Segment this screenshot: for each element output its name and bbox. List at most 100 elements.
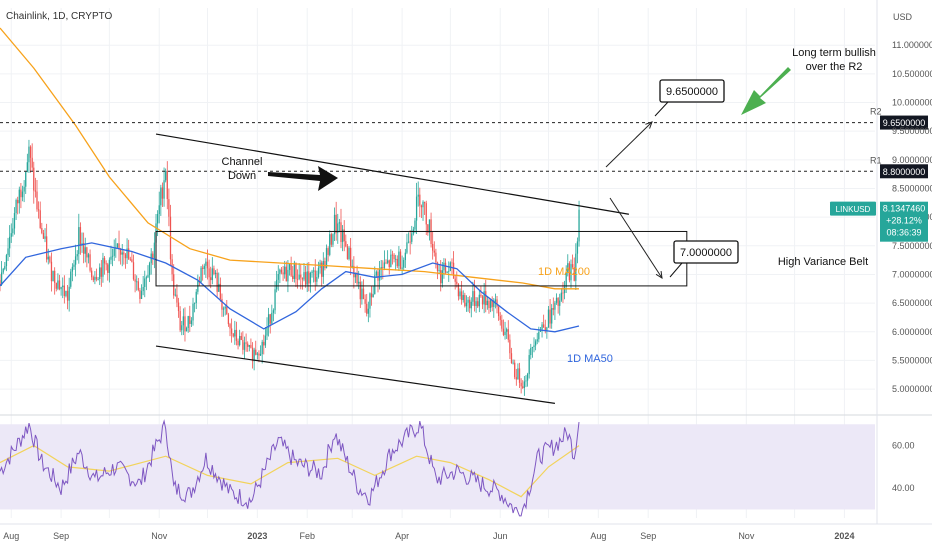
candle-body — [10, 233, 12, 237]
candle-body — [399, 251, 402, 269]
candle-body — [250, 345, 252, 348]
candle-body — [301, 277, 304, 280]
candle-body — [361, 288, 363, 300]
price-tick-label: 10.5000000 — [892, 69, 932, 79]
candle-body — [375, 271, 378, 276]
candle-body — [36, 191, 38, 210]
candle-body — [366, 303, 368, 314]
level-label-r1: R1 — [870, 155, 882, 165]
ma50-label: 1D MA50 — [567, 353, 613, 365]
candle-body — [219, 283, 222, 299]
candle-body — [292, 275, 294, 280]
candle-body — [356, 272, 358, 284]
candle-body — [234, 329, 236, 337]
candle-body — [506, 329, 508, 332]
candle-body — [543, 324, 545, 328]
target-9-65-text: 9.6500000 — [666, 86, 718, 98]
candle-body — [419, 194, 421, 206]
candle-body — [481, 296, 484, 305]
date-tick-label: 2023 — [247, 531, 267, 541]
candle-body — [351, 265, 353, 267]
candle-body — [428, 219, 431, 233]
candle-body — [261, 341, 263, 354]
candle-body — [377, 271, 379, 281]
candle-body — [174, 294, 176, 296]
candle-body — [504, 331, 506, 335]
candle-body — [417, 194, 419, 197]
channel-lower-line[interactable] — [155, 345, 556, 404]
candle-body — [403, 260, 405, 268]
high-variance-belt[interactable] — [155, 230, 688, 287]
candle-body — [97, 278, 99, 280]
projection-arrow-down[interactable] — [609, 197, 663, 279]
candle-body — [478, 294, 480, 307]
candle-body — [382, 267, 384, 268]
projection-arrow-up[interactable] — [605, 121, 653, 168]
candle-body — [391, 254, 394, 256]
candle-body — [92, 277, 94, 281]
candle-body — [5, 255, 8, 267]
candle-body — [179, 311, 181, 331]
last-price-value: 8.1347460 — [883, 204, 926, 214]
green-arrow-icon — [741, 67, 791, 115]
candle-body — [335, 214, 337, 233]
candle-body — [68, 286, 70, 301]
candle-body — [105, 263, 107, 265]
candle-body — [407, 241, 410, 243]
candle-body — [258, 353, 260, 356]
candle-body — [507, 329, 509, 340]
currency-label[interactable]: USD — [893, 12, 913, 22]
candle-body — [279, 269, 281, 275]
candle-body — [235, 329, 238, 341]
candle-body — [533, 345, 535, 348]
candle-body — [520, 382, 522, 387]
candle-body — [462, 295, 464, 301]
candle-body — [26, 162, 28, 173]
target-7-00-box[interactable] — [673, 240, 739, 264]
candle-body — [70, 271, 72, 287]
candle-body — [324, 261, 326, 269]
candle-body — [465, 302, 468, 307]
candle-body — [557, 297, 559, 306]
candle-body — [374, 275, 376, 295]
candle-body — [74, 256, 77, 265]
candle-body — [440, 270, 442, 284]
candle-body — [390, 254, 392, 268]
candle-body — [329, 234, 331, 255]
candle-body — [17, 199, 19, 204]
target-9-65-box[interactable] — [659, 79, 725, 103]
candle-body — [63, 285, 65, 296]
candle-body — [240, 335, 242, 340]
candle-body — [443, 262, 445, 271]
symbol-tag-text: LINKUSD — [836, 205, 871, 214]
ma200-line — [0, 27, 579, 290]
candle-body — [276, 279, 278, 290]
channel-direction-arrow — [268, 166, 338, 191]
candle-body — [177, 302, 180, 312]
candle-body — [28, 146, 30, 163]
candle-body — [547, 309, 550, 328]
candle-body — [552, 308, 554, 310]
candle-body — [203, 265, 205, 269]
candle-body — [211, 268, 213, 281]
candle-body — [309, 273, 312, 284]
candle-body — [338, 222, 341, 224]
candle-body — [57, 280, 59, 289]
candle-body — [325, 248, 328, 269]
candle-body — [39, 210, 41, 228]
channel-upper-line[interactable] — [155, 133, 630, 215]
candle-body — [378, 268, 381, 281]
candle-body — [173, 274, 175, 296]
candle-body — [386, 260, 389, 263]
candle-body — [526, 374, 529, 381]
candle-body — [457, 283, 460, 297]
candle-body — [369, 293, 371, 309]
candle-body — [126, 248, 128, 259]
candle-body — [168, 199, 170, 217]
candle-body — [327, 248, 329, 255]
candle-body — [322, 261, 324, 277]
candle-body — [295, 262, 297, 279]
candle-body — [144, 278, 146, 287]
date-tick-label: Apr — [395, 531, 409, 541]
